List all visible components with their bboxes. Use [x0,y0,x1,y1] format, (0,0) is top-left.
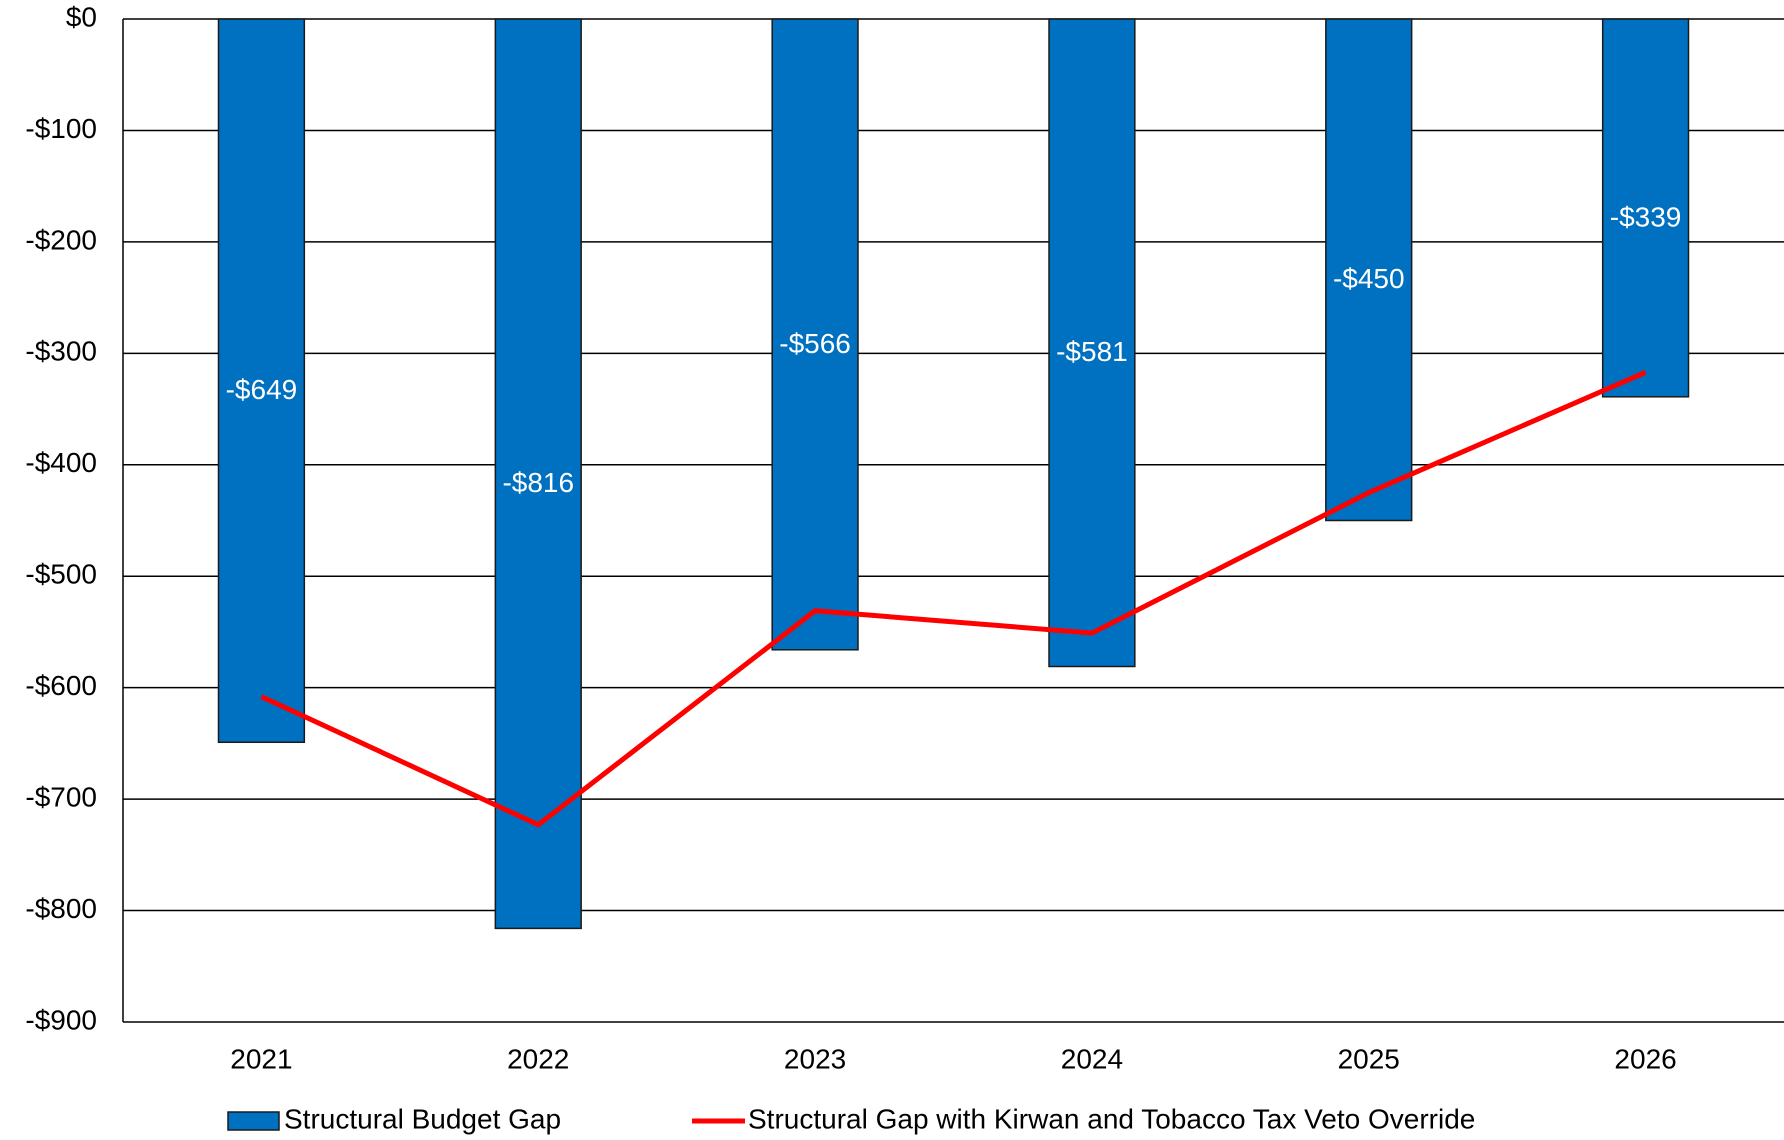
x-tick-label: 2024 [1061,1043,1123,1074]
x-tick-label: 2023 [784,1043,846,1074]
value-label: -$450 [1333,263,1405,294]
value-label: -$816 [502,467,574,498]
legend-label: Structural Gap with Kirwan and Tobacco T… [748,1103,1475,1134]
y-tick-label: -$500 [25,559,97,590]
x-tick-label: 2022 [507,1043,569,1074]
y-tick-label: -$600 [25,670,97,701]
legend-swatch [227,1111,280,1131]
y-tick-label: -$400 [25,447,97,478]
value-label: -$339 [1610,201,1682,232]
y-tick-label: -$700 [25,782,97,813]
y-tick-label: -$100 [25,113,97,144]
line [260,369,1647,828]
y-tick-label: -$200 [25,224,97,255]
bar [771,18,859,651]
y-tick-label: -$300 [25,336,97,367]
value-label: -$649 [226,374,298,405]
y-tick-label: -$800 [25,893,97,924]
y-tick-label: $0 [66,1,97,32]
x-tick-label: 2025 [1338,1043,1400,1074]
bar [1048,18,1136,668]
bar [217,18,306,744]
legend-label: Structural Budget Gap [284,1103,561,1134]
x-tick-label: 2021 [230,1043,292,1074]
bar [1325,18,1413,522]
bar [1601,18,1690,398]
y-tick-label: -$900 [25,1004,97,1035]
value-label: -$581 [1056,336,1128,367]
value-label: -$566 [779,328,851,359]
bar [494,18,582,930]
x-tick-label: 2026 [1614,1043,1676,1074]
